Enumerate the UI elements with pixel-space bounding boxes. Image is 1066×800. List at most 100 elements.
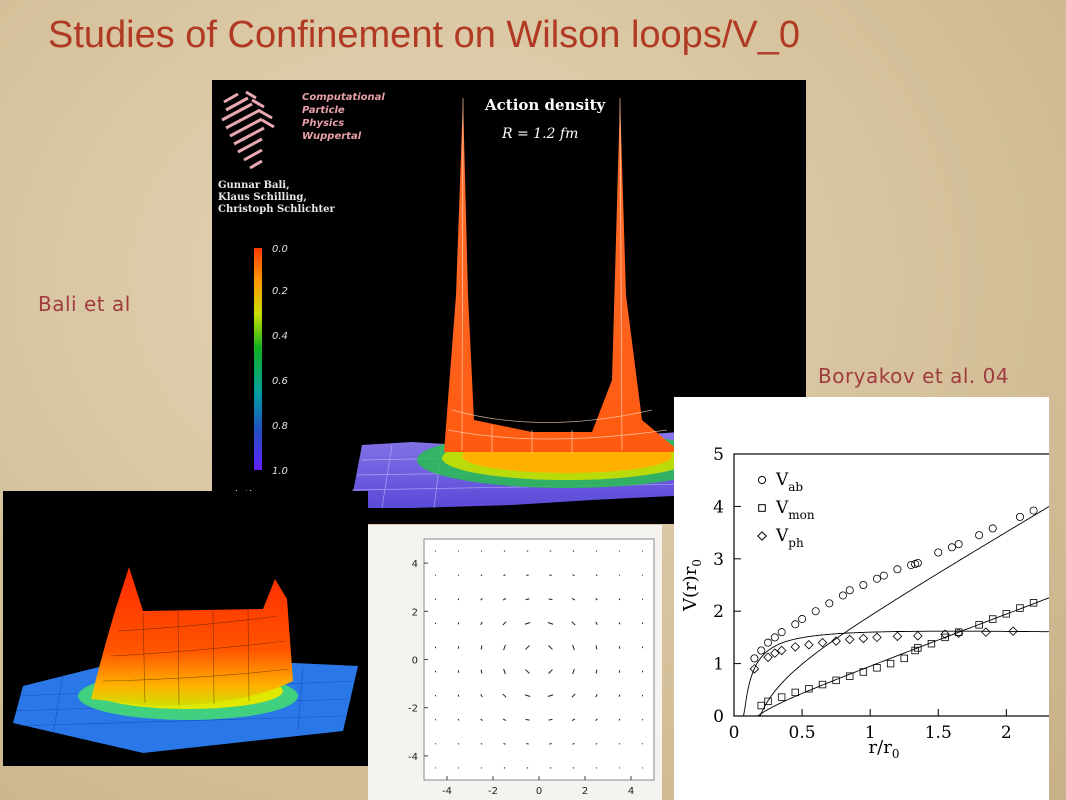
vec-x-tick-label: 0 — [536, 786, 542, 797]
data-point-ab — [825, 599, 834, 608]
data-point-ph — [913, 631, 923, 641]
data-point-ph — [831, 636, 841, 646]
vector-arrow — [548, 645, 553, 650]
vector-arrow — [502, 693, 507, 698]
vector-arrow — [434, 598, 437, 600]
data-point-ab — [954, 540, 963, 549]
vector-arrow — [618, 550, 621, 552]
vector-arrow — [595, 767, 598, 769]
x-tick-label: 1.5 — [925, 723, 952, 743]
data-point-mon — [989, 615, 997, 623]
vector-arrow — [503, 574, 506, 577]
data-point-ph — [892, 631, 903, 642]
vec-y-tick-label: 2 — [412, 607, 418, 618]
logo-line-2: Particle — [302, 105, 345, 116]
vector-arrow — [480, 693, 483, 698]
vec-y-tick-label: -2 — [408, 704, 418, 715]
data-point-ab — [764, 638, 773, 647]
colorbar-tick: 0.0 — [272, 244, 288, 255]
vector-arrow — [480, 621, 483, 626]
vector-arrow — [641, 550, 644, 552]
x-tick-label: 2 — [1001, 723, 1012, 743]
vector-arrow — [547, 622, 554, 625]
logo-line-1: Computational — [302, 92, 385, 103]
vector-arrow — [525, 718, 530, 721]
radius-label: R = 1.2 fm — [501, 126, 578, 142]
vector-arrow — [480, 598, 483, 601]
data-point-ab — [1015, 512, 1024, 521]
flux-tube-surface — [13, 567, 358, 753]
data-point-mon — [911, 646, 919, 655]
vector-arrow — [503, 668, 506, 675]
data-point-ph — [858, 633, 869, 644]
legend-entry-mon: Vmon — [775, 498, 815, 522]
vector-arrow — [641, 743, 644, 745]
data-point-ab — [947, 543, 956, 552]
data-point-ab — [750, 654, 759, 663]
vector-arrow — [457, 767, 460, 769]
data-point-ph — [776, 645, 787, 656]
vector-arrow — [641, 598, 644, 600]
vector-arrow — [480, 767, 483, 769]
vector-arrow — [571, 693, 576, 698]
vec-x-tick-label: 2 — [582, 786, 588, 797]
data-point-mon — [846, 672, 854, 680]
data-point-ab — [975, 531, 984, 540]
author-3: Christoph Schlichter — [218, 204, 335, 215]
x-axis-label: r/r0 — [869, 737, 900, 761]
data-point-ab — [879, 571, 888, 580]
potential-chart: 0 0.5 1 1.5 2 0 1 2 3 4 5 Vab Vmon Vph r/r0 V(r)r0 — [680, 445, 1049, 761]
data-point-ab — [934, 548, 943, 557]
vec-x-tick-label: 4 — [628, 786, 634, 797]
data-point-ab — [777, 628, 786, 637]
vector-arrow — [480, 742, 483, 745]
data-point-ab — [798, 615, 807, 624]
data-point-mon — [859, 668, 868, 676]
vector-arrow — [525, 669, 530, 674]
y-tick-label: 2 — [713, 602, 724, 622]
vector-arrow — [571, 621, 576, 626]
vector-arrow — [502, 597, 507, 601]
vec-y-tick-label: -4 — [408, 752, 418, 763]
vector-arrow — [503, 742, 506, 745]
y-tick-label: 0 — [713, 707, 724, 727]
vector-arrow — [595, 693, 598, 698]
slide-title: Studies of Confinement on Wilson loops/V… — [48, 14, 800, 56]
vector-arrow — [547, 694, 554, 697]
flux-tube-panel — [3, 491, 368, 766]
vector-field-panel: -4 -2 0 2 4 4 2 0 -2 -4 — [368, 525, 662, 800]
data-point-ab — [770, 633, 779, 642]
data-point-ab — [845, 586, 854, 595]
vector-arrow — [480, 718, 483, 721]
fit-curve-ph — [743, 630, 1049, 717]
vector-arrow — [548, 669, 553, 674]
logo-line-3: Physics — [302, 118, 344, 129]
data-point-mon — [1016, 604, 1024, 612]
vector-arrow — [618, 767, 621, 769]
vector-arrow — [525, 645, 530, 650]
data-point-mon — [805, 685, 813, 693]
colorbar-tick: 0.6 — [272, 376, 288, 387]
vector-arrow — [595, 574, 598, 577]
colorbar-tick: 0.4 — [272, 331, 288, 342]
data-point-ab — [988, 524, 997, 533]
legend-marker-mon — [758, 504, 766, 512]
vector-arrow — [572, 644, 575, 651]
legend-marker-ab — [757, 475, 767, 485]
vector-arrow — [595, 550, 598, 552]
data-point-mon — [764, 697, 772, 706]
data-point-mon — [818, 680, 827, 689]
vector-plot-frame — [423, 538, 655, 781]
vector-arrow — [618, 694, 621, 697]
vector-arrow — [434, 574, 437, 576]
vector-arrow — [457, 598, 460, 601]
data-point-ph — [981, 627, 991, 637]
vector-arrow — [618, 743, 621, 745]
author-1: Gunnar Bali, — [218, 180, 290, 191]
vector-arrow — [457, 622, 460, 625]
vector-arrow — [595, 645, 598, 650]
vector-arrow — [595, 718, 598, 721]
vector-arrow — [618, 622, 621, 625]
vector-arrow — [548, 598, 553, 601]
data-point-ab — [811, 607, 820, 616]
